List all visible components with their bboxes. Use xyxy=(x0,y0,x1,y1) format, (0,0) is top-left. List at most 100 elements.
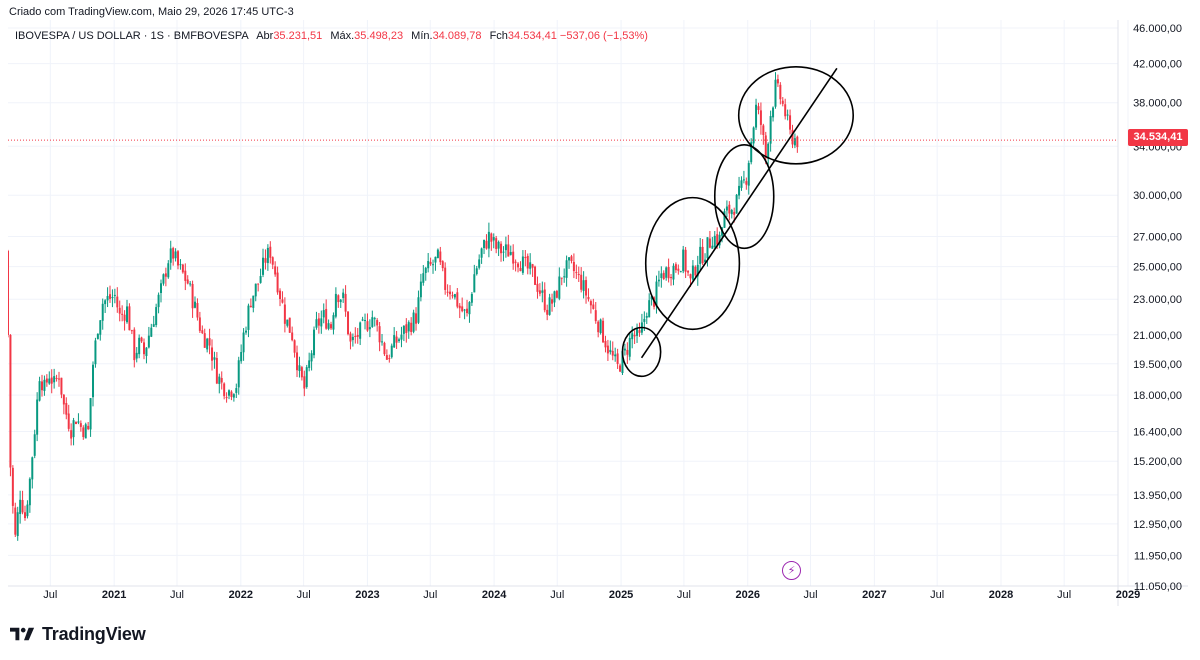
price-chart[interactable]: 46.000,00 42.000,00 38.000,00 34.000,00 30.0… xyxy=(8,20,1188,606)
candle-body xyxy=(264,258,267,263)
candle-body xyxy=(378,326,381,343)
candle xyxy=(184,263,187,291)
candle xyxy=(128,303,131,331)
tradingview-brand[interactable]: TradingView xyxy=(10,624,146,644)
candle-body xyxy=(616,353,619,364)
candle-body xyxy=(194,301,197,308)
candle-body xyxy=(655,281,658,307)
candle-body xyxy=(781,100,784,104)
candle-body xyxy=(412,312,415,332)
candle-body xyxy=(157,294,160,308)
candle-body xyxy=(279,290,282,299)
candle xyxy=(164,267,167,287)
candle-body xyxy=(293,340,296,353)
candle-body xyxy=(130,330,133,332)
candle xyxy=(138,334,141,359)
candle xyxy=(215,352,218,385)
candle xyxy=(130,329,133,335)
candle-body xyxy=(368,327,371,330)
candle xyxy=(230,390,233,401)
candle-body xyxy=(286,319,289,326)
candle xyxy=(582,271,585,299)
candle-body xyxy=(94,340,97,365)
candle-body xyxy=(322,310,325,318)
candle xyxy=(276,266,279,295)
candle-body xyxy=(793,138,796,146)
candle-body xyxy=(291,332,294,341)
candle xyxy=(232,393,235,402)
candle xyxy=(473,264,476,293)
candle-body xyxy=(526,255,529,269)
y-tick-label: 21.000,00 xyxy=(1133,330,1182,342)
candle-body xyxy=(786,114,789,116)
candle xyxy=(526,253,529,275)
candle xyxy=(385,349,388,360)
candle-body xyxy=(514,261,517,263)
candle-body xyxy=(48,378,51,384)
last-price-label: 34.534,41 xyxy=(1128,129,1188,146)
lightning-icon[interactable]: ⚡ xyxy=(782,561,801,580)
candle-body xyxy=(376,320,379,326)
candle-body xyxy=(791,129,794,145)
candle-body xyxy=(733,211,736,215)
candle xyxy=(434,256,437,271)
candle xyxy=(563,268,566,283)
candle-body xyxy=(776,79,779,84)
chart-canvas[interactable]: 46.000,0042.000,0038.000,0034.000,0030.0… xyxy=(8,20,1188,606)
candle xyxy=(456,288,459,309)
candle-body xyxy=(772,107,775,118)
candle xyxy=(300,365,303,381)
candle xyxy=(45,374,48,387)
candle-body xyxy=(694,266,697,276)
candle-body xyxy=(198,317,201,331)
candle-body xyxy=(691,265,694,280)
candle-body xyxy=(504,244,507,251)
candle-body xyxy=(747,163,750,186)
candle xyxy=(572,253,575,279)
candle-body xyxy=(116,296,119,308)
candle-body xyxy=(19,499,22,515)
candle-body xyxy=(381,341,384,343)
x-tick-label: 2025 xyxy=(609,589,633,601)
candle-body xyxy=(223,383,226,397)
candle xyxy=(575,264,578,280)
candle-body xyxy=(541,290,544,293)
candle xyxy=(451,291,454,299)
candle-body xyxy=(101,303,104,321)
candle-body xyxy=(257,283,260,285)
candle xyxy=(745,177,748,190)
x-tick-label: 2027 xyxy=(862,589,886,601)
candle xyxy=(283,297,286,333)
candle-body xyxy=(439,251,442,263)
symbol-title[interactable]: IBOVESPA / US DOLLAR · 1S · BMFBOVESPA xyxy=(15,30,249,42)
candle xyxy=(155,303,158,328)
candle-body xyxy=(461,306,464,312)
candle-body xyxy=(699,246,702,264)
candle-body xyxy=(577,274,580,276)
candle xyxy=(781,97,784,107)
candle xyxy=(189,281,192,287)
y-tick-label: 18.000,00 xyxy=(1133,390,1182,402)
candle xyxy=(706,237,709,267)
candle xyxy=(342,288,345,303)
candle xyxy=(281,291,284,304)
candle xyxy=(274,261,277,277)
candle-body xyxy=(662,272,665,280)
x-tick-label: Jul xyxy=(803,589,817,601)
candle-body xyxy=(62,394,65,405)
candle-body xyxy=(371,317,374,327)
candle-body xyxy=(682,249,685,272)
candle xyxy=(208,328,211,355)
candle xyxy=(711,236,714,249)
candle-body xyxy=(313,329,316,356)
candle xyxy=(628,333,631,361)
candle-body xyxy=(672,265,675,280)
candle-body xyxy=(500,243,503,254)
candle-body xyxy=(679,271,682,273)
candle-body xyxy=(354,335,357,337)
candle-body xyxy=(609,349,612,353)
candle-body xyxy=(28,478,31,506)
candle xyxy=(725,200,728,218)
candle xyxy=(373,316,376,327)
